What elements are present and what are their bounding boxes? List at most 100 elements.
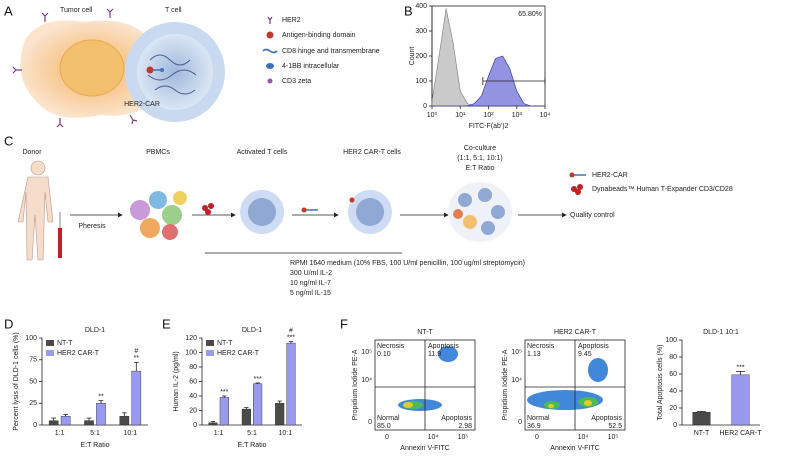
x-tick-label: 1:1 — [214, 430, 224, 437]
plot-title: NT-T — [417, 329, 433, 336]
x-tick-label: 5:1 — [90, 430, 100, 437]
y-tick-label: 120 — [185, 335, 197, 342]
x-tick-label: 10⁵ — [458, 434, 469, 441]
quadrant-value: 52.5 — [608, 423, 622, 430]
y-tick-label: 100 — [25, 335, 37, 342]
x-axis-label: Annexin V-FITC — [400, 445, 449, 452]
bar — [131, 370, 142, 426]
bar — [60, 416, 71, 426]
annotation: 65.80% — [518, 11, 542, 18]
legend-label: NT-T — [57, 340, 73, 347]
error-bar — [210, 420, 216, 423]
step-label: HER2 CAR-T cells — [343, 149, 401, 156]
error-bar — [222, 395, 227, 398]
panel-a: Tumor cell T cell HER2-CAR HER2 Antigen-… — [12, 7, 380, 128]
bar — [731, 374, 750, 426]
panel-label: E — [162, 316, 171, 331]
y-tick-label: 80 — [189, 364, 197, 371]
y-tick-label: 60 — [189, 378, 197, 385]
y-axis-label: Count — [409, 47, 416, 66]
bar — [692, 412, 711, 426]
bar — [96, 403, 106, 426]
legend-label: HER2 CAR-T — [217, 350, 260, 357]
quadrant-value: 11.9 — [428, 351, 441, 358]
chart-title: DLD-1 — [85, 327, 105, 334]
bar — [208, 422, 218, 426]
panel-label: F — [340, 316, 348, 331]
significance-label: *** — [254, 376, 262, 383]
panel-c: Pheresis Quality control Donor PBMCs Act… — [17, 145, 733, 297]
legend-label: Dynabeads™ Human T-Expander CD3/CD28 — [592, 186, 733, 193]
y-tick-label: 75 — [29, 357, 37, 364]
legend-label: HER2 CAR-T — [57, 350, 100, 357]
y-tick-label: 0 — [33, 422, 37, 429]
legend-label: HER2-CAR — [592, 172, 628, 179]
panel-label: C — [4, 133, 13, 148]
x-tick-label: 10⁴ — [540, 112, 551, 119]
density-blob — [588, 358, 608, 382]
chart-title: DLD-1 10:1 — [703, 329, 739, 336]
y-tick-label: 20 — [669, 405, 677, 412]
legend-label: CD3 zeta — [282, 78, 311, 85]
significance-label: *** — [220, 389, 228, 396]
x-axis-label: FITC-F(ab')2 — [469, 123, 509, 130]
legend-swatch — [206, 350, 214, 356]
x-axis-label: E:T Ratio — [80, 442, 109, 449]
y-tick-label: 10⁴ — [511, 377, 522, 384]
quadrant-name: Apoptosis — [428, 343, 459, 350]
plot-title: HER2 CAR-T — [554, 329, 597, 336]
quadrant-name: Normal — [527, 415, 550, 422]
chart-title: DLD-1 — [242, 327, 262, 334]
quadrant-value: 85.0 — [377, 423, 391, 430]
bar — [241, 408, 251, 426]
label: HER2-CAR — [124, 101, 160, 108]
significance-label: ** — [98, 393, 104, 400]
x-tick-label: 10⁴ — [578, 434, 589, 441]
error-bar — [86, 417, 92, 421]
error-bar — [277, 400, 282, 404]
y-tick-label: 40 — [669, 388, 677, 395]
quadrant-name: Necrosis — [527, 343, 555, 350]
medium-text: 5 ng/ml IL-15 — [290, 290, 331, 297]
error-bar — [98, 400, 104, 404]
x-tick-label: HER2 CAR-T — [719, 430, 762, 437]
label: Pheresis — [78, 223, 106, 230]
y-tick-label: 0 — [673, 422, 677, 429]
panel-label: D — [4, 316, 13, 331]
y-tick-label: 0 — [423, 103, 427, 110]
y-tick-label: 200 — [415, 53, 427, 60]
error-bar — [255, 382, 260, 384]
y-tick-label: 0 — [193, 422, 197, 429]
bar — [253, 383, 263, 426]
x-tick-label: 10:1 — [279, 430, 293, 437]
medium-text: 300 U/ml IL-2 — [290, 270, 332, 277]
panel-label: B — [404, 3, 413, 18]
quadrant-name: Apoptosis — [441, 415, 472, 422]
quadrant-value: 0.10 — [377, 351, 391, 358]
y-tick-label: 10⁵ — [511, 349, 522, 356]
medium-text: 10 ng/ml IL-7 — [290, 280, 331, 287]
label: Quality control — [570, 212, 615, 219]
y-tick-label: 100 — [665, 337, 677, 344]
legend-label: 4-1BB intracellular — [282, 63, 340, 70]
y-axis-label: Propidium Iodide PE-A — [502, 349, 509, 420]
x-tick-label: 10¹ — [455, 112, 466, 119]
error-bar — [122, 412, 127, 417]
gate — [482, 77, 546, 85]
y-tick-label: 400 — [415, 3, 427, 10]
x-tick-label: NT-T — [694, 430, 710, 437]
error-bar — [63, 414, 68, 417]
label: Tumor cell — [60, 7, 93, 14]
medium-text: RPMI 1640 medium (10% FBS, 100 U/ml peni… — [290, 260, 525, 267]
step-label: Activated T cells — [237, 149, 288, 156]
x-tick-label: 10³ — [512, 112, 523, 119]
density-blob — [438, 346, 458, 362]
significance-label: # — [289, 327, 293, 334]
x-tick-label: 0 — [385, 434, 389, 441]
x-axis-label: Annexin V-FITC — [550, 445, 599, 452]
step-label: PBMCs — [146, 149, 170, 156]
quadrant-name: Normal — [377, 415, 400, 422]
y-tick-label: 100 — [415, 78, 427, 85]
bar — [219, 397, 229, 426]
step-label: Co-culture — [464, 145, 496, 152]
